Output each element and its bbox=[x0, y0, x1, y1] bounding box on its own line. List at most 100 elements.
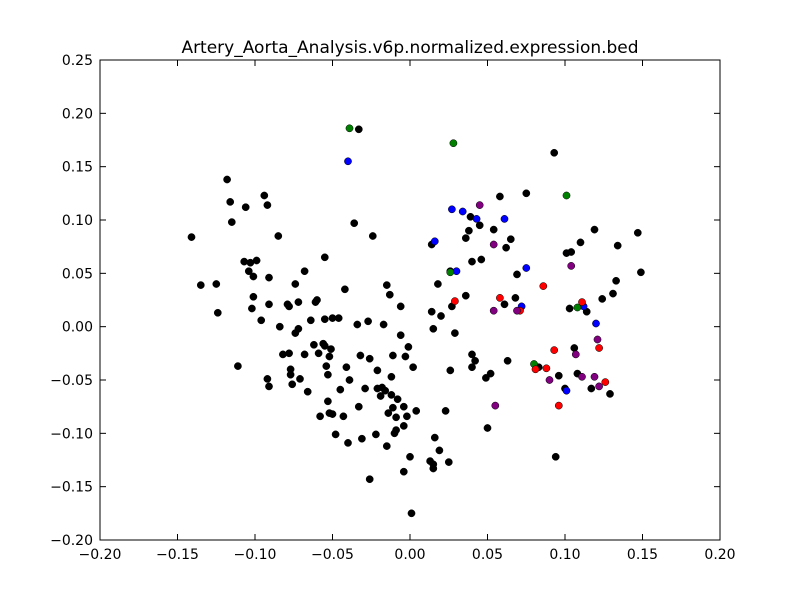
data-point bbox=[412, 407, 421, 415]
data-point bbox=[265, 273, 273, 282]
data-point bbox=[429, 324, 438, 333]
data-point bbox=[468, 350, 476, 359]
data-point bbox=[606, 390, 614, 398]
data-point bbox=[265, 300, 273, 309]
data-point bbox=[542, 364, 551, 373]
data-point bbox=[310, 340, 318, 349]
y-tick-label: 0.05 bbox=[62, 266, 93, 282]
data-point bbox=[223, 175, 231, 184]
data-point bbox=[248, 304, 256, 313]
data-point bbox=[263, 201, 272, 209]
data-point bbox=[392, 413, 400, 422]
data-point bbox=[593, 335, 602, 344]
data-point bbox=[465, 226, 473, 235]
data-point bbox=[406, 452, 414, 461]
data-point bbox=[288, 380, 297, 389]
data-point bbox=[345, 376, 354, 384]
data-point bbox=[368, 232, 377, 240]
data-point bbox=[213, 308, 222, 317]
data-point bbox=[554, 401, 563, 410]
data-point bbox=[212, 280, 221, 288]
data-point bbox=[576, 238, 585, 247]
data-point bbox=[448, 205, 456, 214]
data-point bbox=[382, 281, 391, 289]
data-point bbox=[573, 303, 582, 312]
data-point bbox=[522, 264, 531, 272]
data-point bbox=[263, 375, 272, 383]
data-point bbox=[364, 317, 372, 326]
data-point bbox=[381, 386, 390, 395]
data-point bbox=[196, 281, 205, 289]
data-point bbox=[595, 344, 603, 352]
data-point bbox=[331, 430, 340, 439]
data-point bbox=[409, 363, 417, 372]
data-point bbox=[451, 329, 459, 337]
x-tick-label: 0.05 bbox=[472, 547, 503, 563]
data-point bbox=[227, 218, 236, 226]
data-point bbox=[578, 298, 586, 306]
data-point bbox=[472, 215, 481, 223]
data-point bbox=[300, 350, 309, 359]
data-point bbox=[633, 228, 642, 237]
data-point bbox=[513, 270, 521, 279]
data-point bbox=[275, 322, 284, 331]
data-point bbox=[396, 302, 405, 311]
data-point bbox=[314, 349, 323, 358]
data-point bbox=[475, 221, 484, 230]
data-point bbox=[316, 412, 324, 421]
data-point bbox=[389, 403, 397, 412]
data-point bbox=[483, 424, 492, 432]
data-point bbox=[296, 375, 304, 383]
data-point bbox=[265, 382, 273, 391]
data-point bbox=[491, 401, 500, 410]
y-tick-label: −0.20 bbox=[50, 533, 93, 549]
data-point bbox=[461, 291, 470, 300]
data-point bbox=[322, 362, 331, 370]
data-point bbox=[399, 467, 408, 476]
data-point bbox=[449, 139, 458, 148]
data-point bbox=[379, 320, 388, 329]
data-point bbox=[252, 256, 261, 265]
data-point bbox=[496, 294, 504, 302]
data-point bbox=[361, 384, 369, 393]
data-point bbox=[613, 241, 622, 250]
data-point bbox=[578, 372, 586, 381]
data-point bbox=[389, 351, 397, 360]
data-point bbox=[513, 306, 521, 315]
data-point bbox=[496, 192, 504, 201]
data-point bbox=[300, 267, 309, 276]
data-point bbox=[387, 391, 396, 399]
data-point bbox=[257, 316, 266, 325]
data-point bbox=[598, 295, 607, 303]
data-point bbox=[550, 346, 559, 354]
data-point bbox=[565, 304, 574, 313]
data-point bbox=[393, 395, 402, 404]
data-point bbox=[285, 302, 293, 311]
data-point bbox=[365, 475, 374, 484]
data-point bbox=[427, 307, 436, 316]
data-point bbox=[339, 412, 348, 421]
data-point bbox=[539, 282, 548, 290]
y-tick-label: −0.10 bbox=[50, 426, 93, 442]
data-point bbox=[590, 372, 599, 381]
x-tick-label: −0.15 bbox=[156, 547, 199, 563]
x-tick-label: −0.20 bbox=[79, 547, 122, 563]
data-point bbox=[241, 203, 250, 212]
data-point bbox=[587, 384, 596, 393]
x-tick-label: 0.15 bbox=[627, 547, 658, 563]
y-tick-label: −0.15 bbox=[50, 480, 93, 496]
data-point bbox=[385, 290, 394, 299]
data-point bbox=[373, 366, 382, 375]
data-point bbox=[441, 407, 450, 415]
data-point bbox=[522, 189, 531, 198]
data-point bbox=[249, 272, 258, 281]
y-tick-label: 0.20 bbox=[62, 106, 93, 122]
data-point bbox=[550, 148, 559, 157]
x-tick-label: 0.00 bbox=[394, 547, 425, 563]
data-point bbox=[291, 280, 300, 288]
data-point bbox=[567, 248, 576, 256]
data-point bbox=[324, 397, 332, 406]
data-point bbox=[345, 124, 354, 133]
